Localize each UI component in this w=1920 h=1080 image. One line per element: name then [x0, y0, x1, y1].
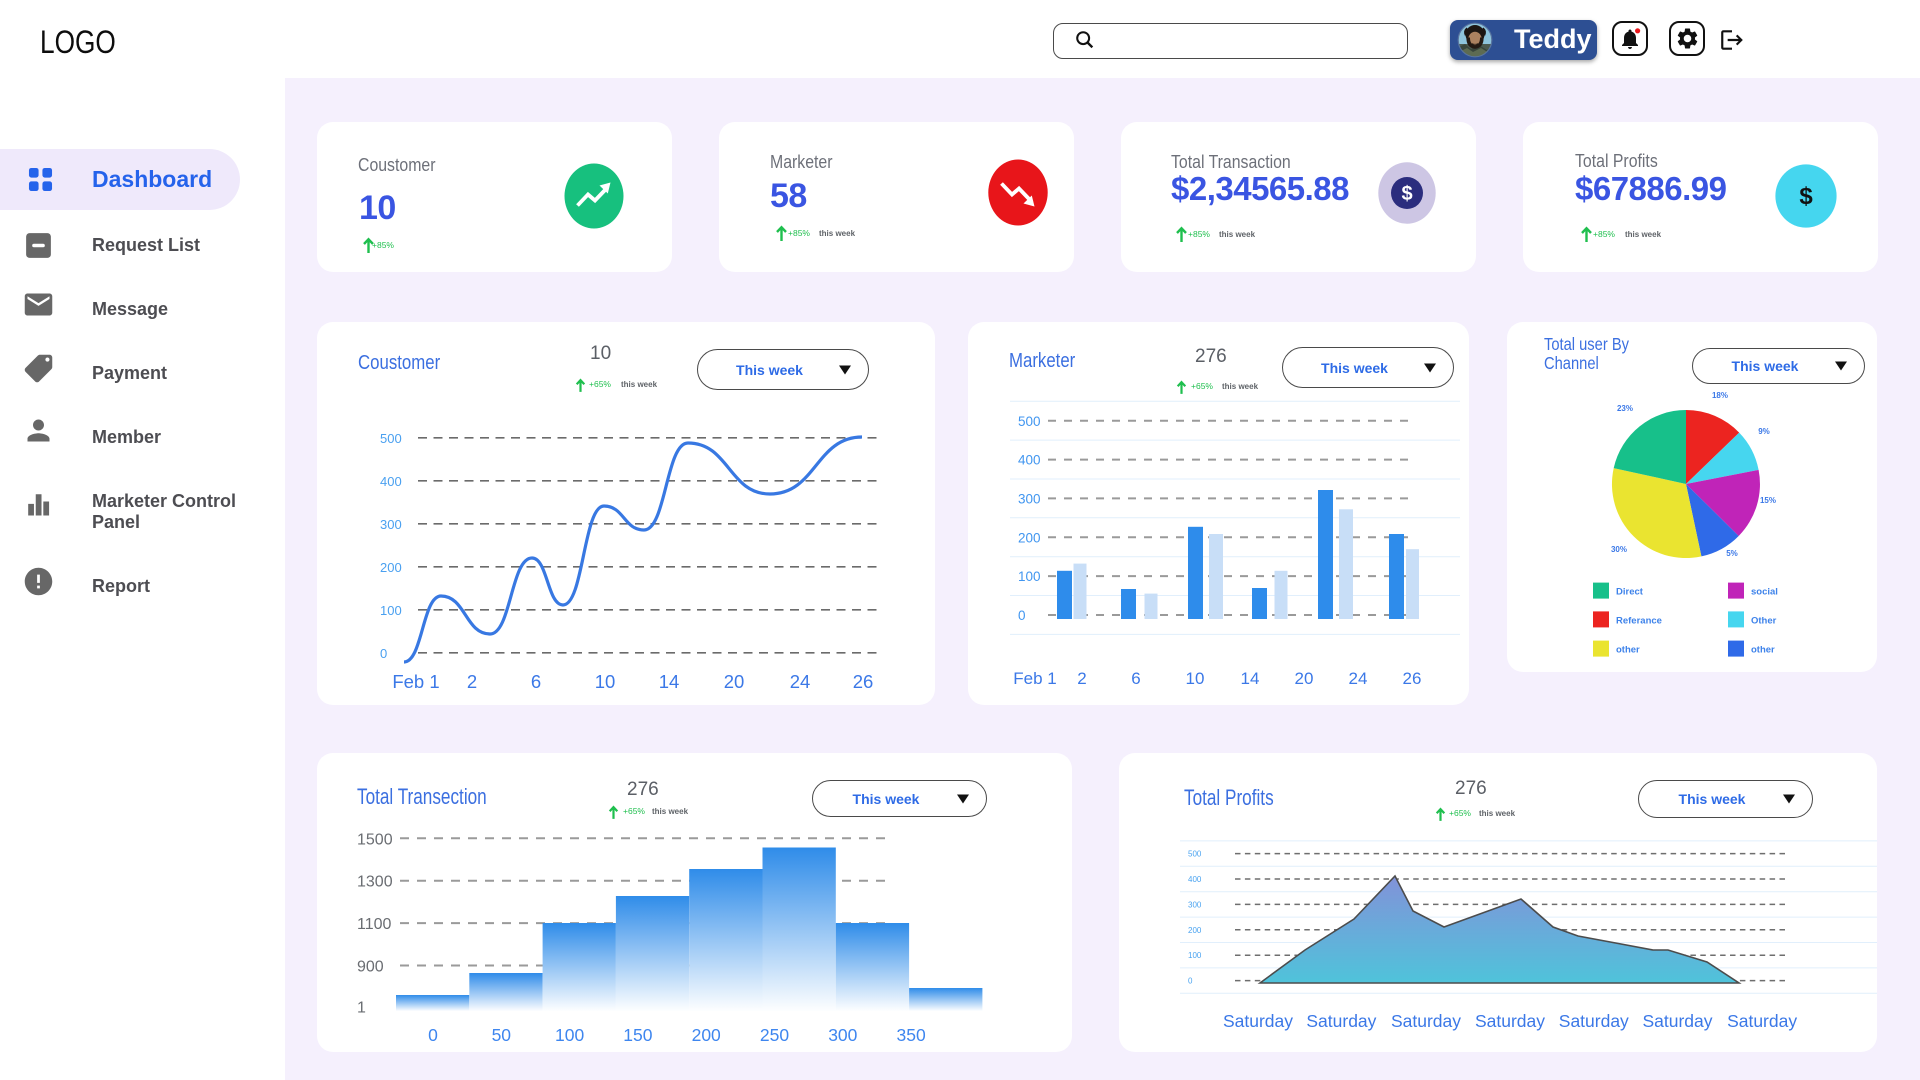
svg-text:18%: 18% [1712, 391, 1728, 400]
svg-text:0: 0 [1188, 977, 1193, 986]
svg-text:400: 400 [380, 474, 402, 489]
svg-text:2: 2 [467, 671, 477, 692]
svg-text:26: 26 [853, 671, 874, 692]
svg-text:300: 300 [1188, 900, 1202, 909]
svg-text:900: 900 [357, 959, 384, 976]
svg-text:6: 6 [1131, 669, 1140, 688]
svg-text:$: $ [1799, 183, 1813, 210]
svg-text:10: 10 [1186, 669, 1205, 688]
svg-text:10: 10 [595, 671, 616, 692]
svg-text:Saturday: Saturday [1223, 1011, 1293, 1031]
svg-text:Referance: Referance [1616, 615, 1662, 626]
svg-text:20: 20 [1295, 669, 1314, 688]
svg-text:2: 2 [1077, 669, 1086, 688]
svg-text:6: 6 [531, 671, 541, 692]
svg-text:Saturday: Saturday [1391, 1011, 1461, 1031]
svg-text:200: 200 [380, 560, 402, 575]
svg-text:100: 100 [380, 603, 402, 618]
svg-text:Saturday: Saturday [1727, 1011, 1797, 1031]
svg-text:100: 100 [1018, 569, 1041, 584]
svg-text:0: 0 [1018, 608, 1026, 623]
svg-text:Saturday: Saturday [1642, 1011, 1712, 1031]
svg-text:150: 150 [623, 1025, 652, 1045]
svg-text:15%: 15% [1760, 496, 1776, 505]
svg-text:200: 200 [692, 1025, 721, 1045]
svg-text:Other: Other [1751, 615, 1777, 626]
svg-text:500: 500 [1018, 414, 1041, 429]
svg-text:0: 0 [380, 646, 387, 661]
svg-text:Feb 1: Feb 1 [392, 671, 439, 692]
svg-text:social: social [1751, 587, 1778, 598]
svg-text:Feb 1: Feb 1 [1013, 669, 1056, 688]
svg-text:200: 200 [1188, 926, 1202, 935]
svg-text:250: 250 [760, 1025, 789, 1045]
svg-text:100: 100 [555, 1025, 584, 1045]
svg-text:other: other [1751, 645, 1775, 656]
svg-text:23%: 23% [1617, 404, 1633, 413]
svg-text:0: 0 [428, 1025, 438, 1045]
svg-text:1300: 1300 [357, 874, 393, 891]
svg-text:Saturday: Saturday [1559, 1011, 1629, 1031]
svg-text:500: 500 [1188, 850, 1202, 859]
svg-text:26: 26 [1403, 669, 1422, 688]
svg-text:400: 400 [1188, 875, 1202, 884]
svg-text:350: 350 [896, 1025, 925, 1045]
svg-text:20: 20 [724, 671, 745, 692]
svg-text:30%: 30% [1611, 545, 1627, 554]
svg-text:100: 100 [1188, 951, 1202, 960]
svg-text:300: 300 [380, 517, 402, 532]
svg-text:50: 50 [492, 1025, 512, 1045]
svg-text:24: 24 [1349, 669, 1368, 688]
svg-text:400: 400 [1018, 453, 1041, 468]
svg-text:14: 14 [1241, 669, 1260, 688]
svg-text:Saturday: Saturday [1306, 1011, 1376, 1031]
svg-text:Saturday: Saturday [1475, 1011, 1545, 1031]
svg-text:300: 300 [828, 1025, 857, 1045]
svg-text:24: 24 [790, 671, 811, 692]
svg-text:500: 500 [380, 431, 402, 446]
svg-text:1100: 1100 [357, 916, 392, 933]
svg-text:1500: 1500 [357, 831, 393, 848]
svg-text:Direct: Direct [1616, 587, 1644, 598]
svg-text:1: 1 [357, 999, 366, 1016]
svg-text:9%: 9% [1758, 427, 1770, 436]
svg-text:5%: 5% [1726, 549, 1738, 558]
svg-text:other: other [1616, 645, 1640, 656]
svg-text:14: 14 [659, 671, 680, 692]
svg-text:$: $ [1401, 183, 1412, 205]
svg-text:300: 300 [1018, 491, 1041, 506]
svg-text:200: 200 [1018, 530, 1041, 545]
